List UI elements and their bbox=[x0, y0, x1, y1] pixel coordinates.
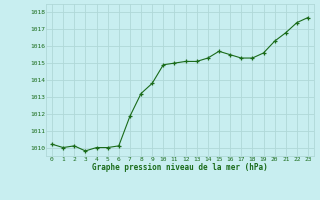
X-axis label: Graphe pression niveau de la mer (hPa): Graphe pression niveau de la mer (hPa) bbox=[92, 163, 268, 172]
